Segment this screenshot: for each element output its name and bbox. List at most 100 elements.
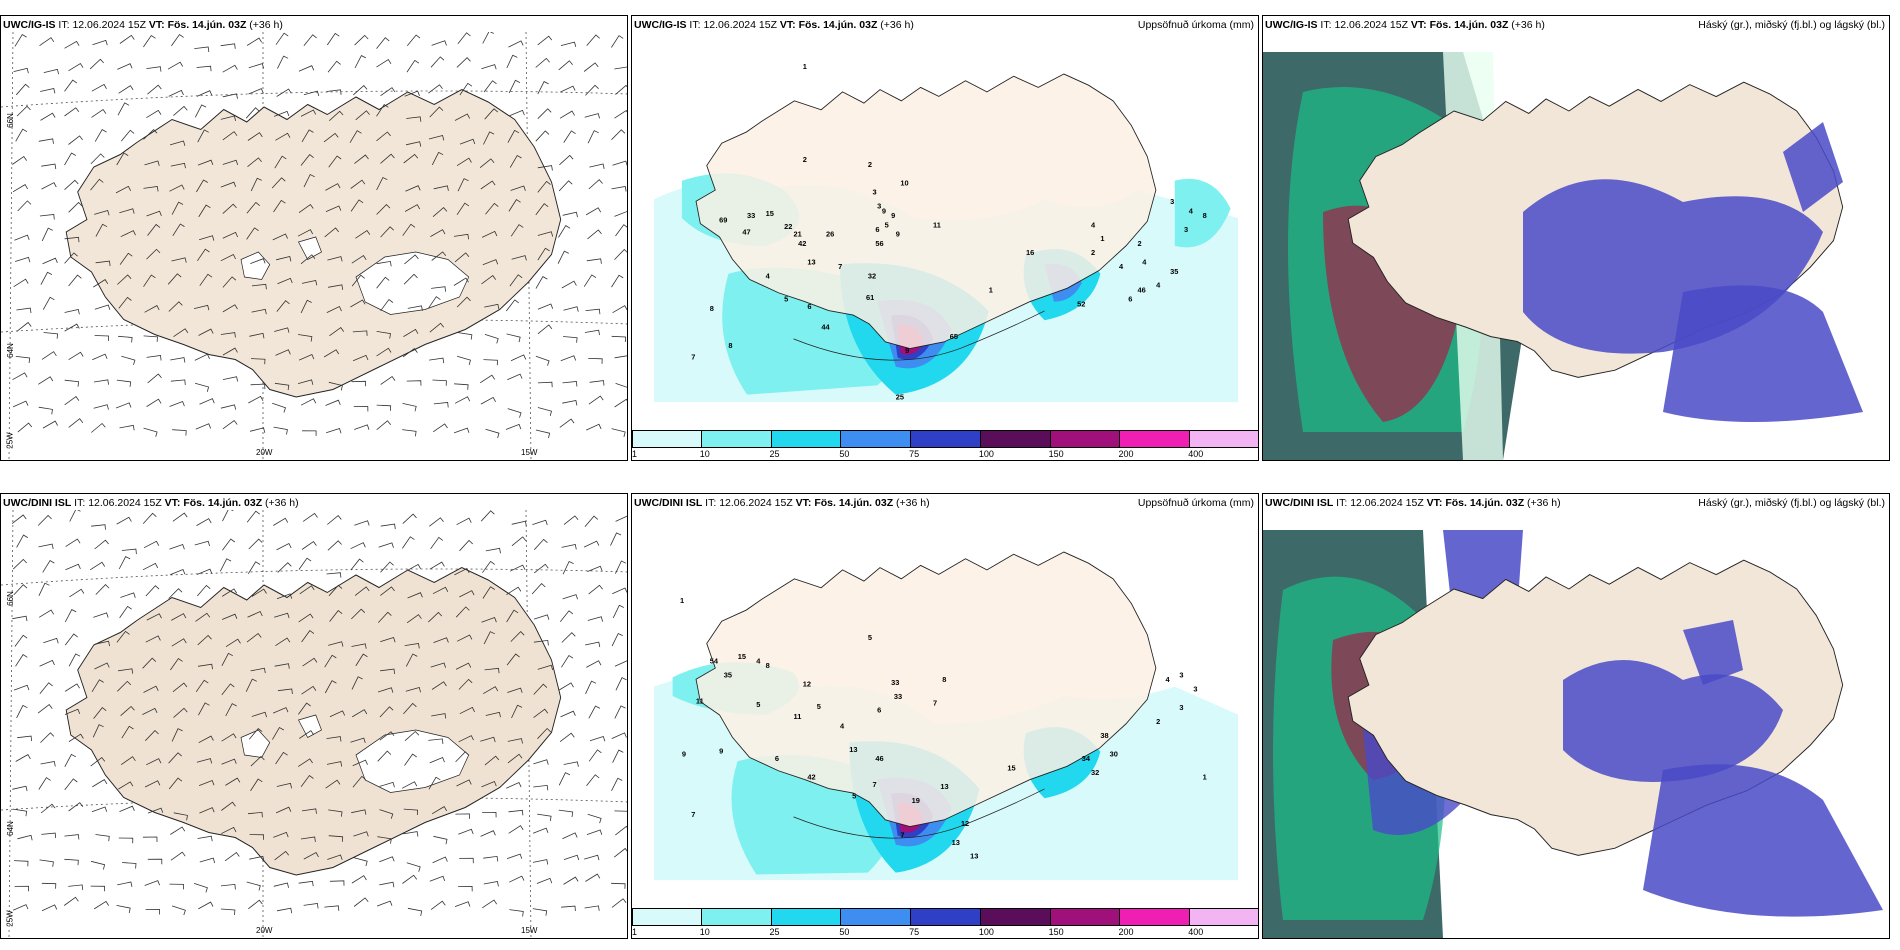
wind-barb (94, 335, 110, 342)
wind-barb (610, 532, 622, 546)
colorbar-segment (771, 908, 842, 926)
precip-value-label: 33 (894, 692, 902, 701)
wind-barb (221, 758, 237, 765)
wind-barb (351, 709, 368, 718)
wind-barb (38, 138, 54, 144)
precip-value-label: 33 (891, 678, 899, 687)
wind-barb (428, 776, 441, 790)
wind-barb (222, 510, 234, 522)
precip-value-label: 2 (868, 160, 872, 169)
wind-barb (376, 347, 392, 357)
wind-barb (459, 539, 473, 552)
wind-barb (380, 226, 394, 238)
precip-value-label: 11 (696, 696, 704, 705)
wind-barb (456, 296, 471, 308)
wind-barb (587, 565, 603, 572)
wind-barb (406, 59, 420, 73)
precip-value-label: 3 (1179, 703, 1183, 712)
colorbar-tick-label: 75 (909, 927, 920, 937)
wind-barb (95, 260, 111, 267)
panel-header: UWC/DINI ISL IT: 12.06.2024 15Z VT: Fös.… (634, 497, 930, 509)
wind-barb (327, 60, 341, 73)
wind-barb (198, 779, 215, 786)
wind-barb (561, 280, 577, 289)
wind-barb (353, 897, 369, 907)
wind-barb (273, 831, 289, 838)
wind-barb (376, 176, 388, 191)
wind-barb (273, 110, 290, 117)
wind-barb (407, 592, 423, 599)
wind-barb (121, 355, 136, 366)
wind-barb (428, 84, 443, 94)
wind-barb (584, 329, 600, 336)
wind-barb (92, 39, 108, 46)
wind-barb (402, 874, 418, 884)
wind-barb (376, 404, 392, 411)
wind-barb (195, 423, 212, 430)
precip-value-label: 2 (803, 155, 807, 164)
wind-barb (588, 705, 601, 719)
wind-barb (11, 514, 27, 524)
wind-barb (406, 862, 421, 872)
wind-barb (298, 557, 312, 570)
wind-barb (39, 859, 54, 867)
wind-barb (15, 356, 31, 363)
wind-barb (119, 208, 135, 214)
wind-barb (562, 832, 578, 840)
wind-barb (614, 109, 627, 119)
wind-barb (558, 60, 573, 71)
precip-value-label: 5 (784, 295, 788, 304)
wind-barb (376, 131, 391, 142)
precip-value-label: 13 (970, 852, 978, 861)
wind-barb (428, 611, 443, 623)
lat-label-66n: 66N (5, 113, 15, 128)
colorbar-segment (1050, 908, 1121, 926)
wind-barb (92, 724, 104, 738)
precip-value-label: 13 (807, 257, 815, 266)
wind-barb (224, 851, 240, 862)
wind-barb (615, 825, 627, 836)
wind-barb (379, 881, 395, 888)
wind-barb (376, 204, 391, 215)
wind-barb (505, 423, 522, 430)
wind-barb (353, 857, 368, 867)
wind-barb (561, 905, 576, 912)
wind-barb (509, 875, 525, 883)
wind-barb (90, 756, 106, 767)
wind-barb (142, 562, 159, 571)
precip-value-label: 9 (719, 747, 723, 756)
wind-barb (431, 713, 447, 719)
wind-barb (612, 160, 627, 166)
wind-barb (39, 37, 55, 47)
precip-colorbar: 1 10 25 50 75 100 150 200 400 (632, 430, 1258, 460)
wind-barb (274, 612, 290, 619)
wind-barb (585, 84, 599, 96)
wind-barb (300, 836, 316, 842)
wind-barb (276, 300, 290, 312)
precip-value-label: 13 (849, 745, 857, 754)
wind-barb (39, 682, 53, 694)
wind-barb (537, 35, 553, 46)
wind-barb (41, 182, 57, 190)
wind-barb (430, 900, 446, 910)
wind-barb (406, 614, 422, 624)
wind-barb (560, 710, 576, 718)
wind-barb (250, 358, 266, 365)
wind-barb (353, 831, 369, 837)
wind-barb (509, 274, 523, 287)
wind-barb (146, 66, 162, 72)
precip-value-label: 8 (1203, 211, 1207, 220)
wind-barb (118, 335, 133, 343)
wind-barb (13, 860, 29, 867)
wind-barb (246, 201, 260, 214)
wind-barb (376, 260, 392, 267)
wind-barb (194, 353, 210, 361)
wind-barb (354, 34, 369, 46)
wind-barb (94, 662, 110, 670)
wind-barb (247, 132, 263, 141)
wind-barb (328, 155, 342, 168)
wind-barb (511, 255, 527, 261)
wind-barb (324, 654, 337, 668)
wind-barb (220, 404, 237, 410)
wind-barb (558, 225, 571, 238)
